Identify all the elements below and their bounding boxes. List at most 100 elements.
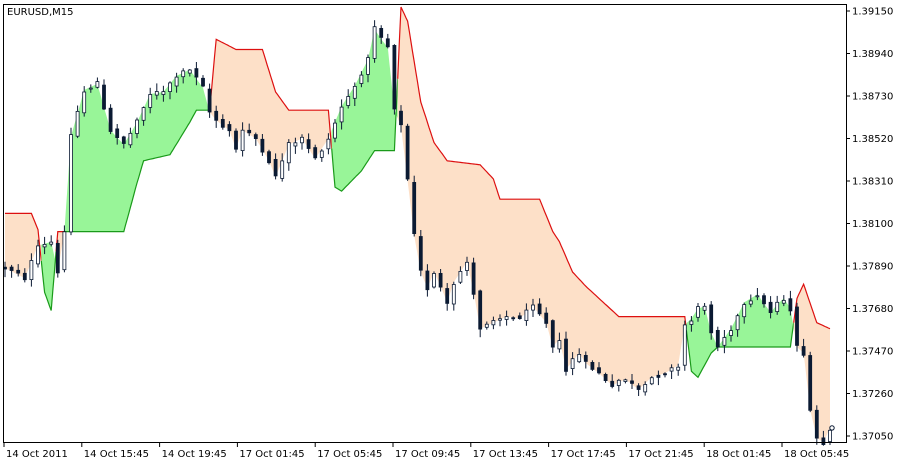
x-tick-label: 14 Oct 2011 — [6, 449, 68, 460]
candlestick — [207, 83, 212, 118]
candlestick — [742, 302, 747, 324]
candle-body — [372, 26, 377, 59]
candle-body — [603, 373, 608, 381]
candlestick — [768, 296, 773, 319]
candle-body — [9, 266, 14, 271]
candle-body — [498, 318, 502, 321]
candle-body — [636, 385, 641, 390]
candle-body — [808, 355, 813, 411]
candlestick — [491, 316, 496, 330]
candlestick — [148, 87, 153, 114]
candlestick — [801, 338, 806, 358]
candle-body — [333, 122, 337, 139]
candle-body — [676, 366, 681, 371]
candlestick — [537, 298, 542, 316]
candle-body — [359, 74, 364, 84]
candle-body — [42, 243, 47, 248]
candle-body — [392, 45, 397, 110]
bearish-cloud-edge — [209, 38, 333, 149]
candle-body — [828, 429, 832, 442]
candlestick — [42, 236, 47, 255]
candle-body — [511, 317, 516, 320]
candle-body — [597, 367, 601, 374]
x-tick-label: 17 Oct 09:45 — [395, 449, 460, 460]
candlestick — [29, 253, 34, 287]
candle-body — [412, 181, 417, 234]
candle-body — [187, 69, 192, 74]
candle-layer — [3, 20, 832, 446]
candle-body — [438, 272, 443, 288]
x-tick-label: 14 Oct 19:45 — [162, 449, 227, 460]
candle-body — [696, 306, 700, 318]
candlestick — [498, 314, 502, 327]
candle-body — [709, 304, 714, 334]
candle-body — [379, 27, 384, 38]
candlestick — [174, 72, 179, 93]
candlestick — [247, 123, 252, 137]
candle-body — [735, 315, 740, 331]
candlestick — [69, 127, 73, 236]
candle-body — [583, 354, 588, 362]
candlestick — [808, 351, 813, 413]
candle-body — [293, 142, 298, 147]
candlestick — [82, 86, 87, 117]
candle-body — [214, 110, 219, 121]
candle-body — [62, 231, 67, 271]
candle-body — [16, 269, 21, 274]
candle-body — [300, 136, 304, 144]
candlestick — [273, 153, 278, 180]
candlestick — [715, 326, 720, 352]
y-tick-label: 1.38520 — [852, 134, 893, 145]
candlestick — [306, 133, 311, 154]
candle-body — [306, 139, 311, 149]
x-axis: 14 Oct 2011 14 Oct 15:45 14 Oct 19:45 17 Oc… — [3, 442, 849, 460]
candlestick — [313, 144, 318, 160]
candlestick — [115, 124, 120, 145]
y-tick-label: 1.37890 — [852, 262, 893, 273]
candlestick — [689, 316, 694, 332]
candlestick — [788, 290, 793, 316]
candle-body — [385, 38, 390, 48]
candlestick — [438, 269, 443, 292]
y-tick-label: 1.39150 — [852, 7, 893, 18]
candlestick — [630, 374, 634, 389]
candle-body — [273, 158, 278, 177]
candle-body — [102, 84, 106, 110]
candle-body — [544, 312, 549, 324]
candlestick — [722, 330, 727, 354]
candlestick — [616, 378, 621, 392]
candlestick — [795, 302, 799, 352]
candlestick — [590, 360, 595, 371]
candlestick — [517, 312, 522, 320]
candlestick — [781, 295, 786, 307]
candle-body — [161, 91, 166, 95]
candle-body — [253, 134, 258, 140]
candle-body — [656, 374, 661, 378]
candle-body — [148, 94, 153, 108]
candlestick — [465, 256, 469, 276]
candlestick — [154, 83, 159, 100]
candlestick — [524, 303, 529, 326]
candle-body — [181, 70, 186, 78]
candlestick — [445, 283, 450, 311]
x-tick-label: 17 Oct 05:45 — [317, 449, 382, 460]
candlestick — [108, 104, 113, 135]
candle-body — [722, 337, 727, 346]
candlestick — [729, 325, 733, 342]
candle-body — [168, 82, 172, 93]
candle-body — [669, 367, 674, 372]
candle-body — [715, 329, 720, 348]
candlestick — [696, 303, 700, 322]
candle-body — [623, 379, 628, 382]
candlestick — [649, 376, 654, 386]
bullish-cloud-edge — [331, 78, 399, 192]
x-tick-label: 17 Oct 13:45 — [473, 449, 538, 460]
candle-body — [616, 379, 621, 386]
candlestick — [557, 332, 562, 353]
candle-body — [491, 320, 496, 326]
candlestick — [385, 33, 390, 49]
candlestick — [253, 132, 258, 146]
candle-body — [702, 305, 707, 311]
candle-body — [484, 323, 489, 328]
candle-body — [577, 353, 582, 363]
